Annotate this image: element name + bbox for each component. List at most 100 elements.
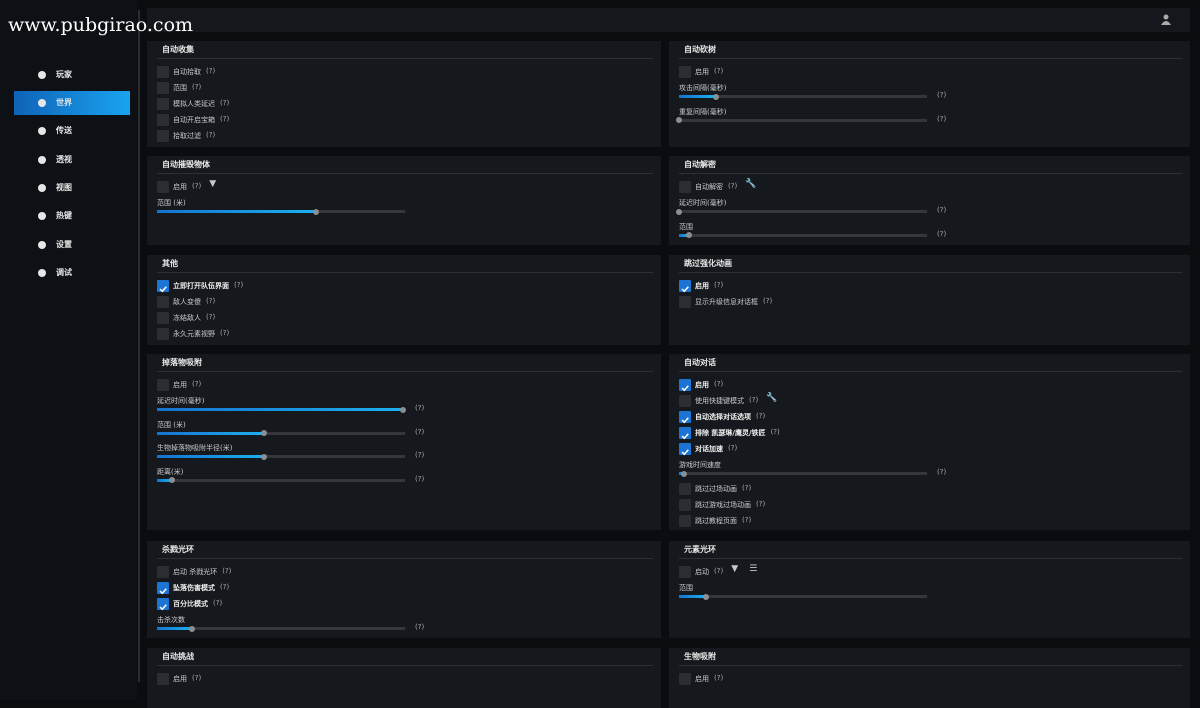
- nav-item[interactable]: 玩家: [14, 63, 130, 87]
- slider-track[interactable]: [676, 117, 927, 123]
- checkbox[interactable]: [157, 181, 169, 193]
- checkbox[interactable]: [679, 498, 691, 511]
- checkbox[interactable]: [679, 411, 691, 424]
- list-icon[interactable]: ☰: [749, 564, 758, 574]
- separator: [157, 58, 653, 59]
- user-icon[interactable]: [1161, 14, 1171, 25]
- checkbox[interactable]: [679, 566, 691, 578]
- checkbox-label: 排除 凯瑟琳/鹰灵/铁匠: [695, 429, 766, 437]
- help-icon: (?): [742, 515, 752, 524]
- check-mark: [159, 588, 167, 595]
- slider-track[interactable]: [679, 232, 927, 238]
- help-icon: (?): [206, 297, 216, 305]
- separator: [157, 272, 653, 273]
- checkbox[interactable]: [157, 296, 169, 308]
- panel: 跳过强化动画 启用 (?) 显示升级信息对话框 (?): [669, 255, 1190, 345]
- checkbox[interactable]: [679, 482, 691, 495]
- help-icon: (?): [415, 427, 425, 436]
- checkbox[interactable]: [157, 598, 169, 611]
- panel-title: 跳过强化动画: [684, 259, 732, 268]
- wrench-icon[interactable]: 🔧: [745, 179, 757, 189]
- checkbox-label: 启用: [173, 675, 187, 683]
- help-icon: (?): [714, 567, 724, 575]
- slider-label: 游戏时间速度: [679, 461, 721, 469]
- slider-track[interactable]: [157, 453, 405, 460]
- checkbox-label: 范围: [173, 84, 187, 92]
- nav-item[interactable]: 传送: [14, 119, 130, 143]
- checkbox-label: 坠落伤害模式: [173, 584, 215, 592]
- checkbox[interactable]: [679, 427, 691, 440]
- checkbox[interactable]: [679, 514, 691, 527]
- checkbox-label: 模拟人类延迟: [173, 100, 215, 108]
- checkbox-label: 百分比模式: [173, 600, 208, 608]
- filter-icon[interactable]: ▼: [209, 179, 217, 189]
- nav-item[interactable]: 调试: [14, 261, 130, 285]
- help-icon: (?): [192, 380, 202, 388]
- checkbox-label: 敌人变傻: [173, 298, 201, 306]
- checkbox[interactable]: [157, 379, 169, 391]
- slider-knob: [260, 453, 267, 460]
- slider-track[interactable]: [676, 208, 927, 215]
- panel: 杀戮光环 启动 杀戮光环 (?) 坠落伤害模式 (?) 百分比模式 (?) 击杀次数 (?): [147, 541, 661, 638]
- slider-knob: [260, 430, 267, 436]
- checkbox-label: 使用快捷键模式: [695, 397, 744, 405]
- checkbox[interactable]: [679, 395, 691, 407]
- checkbox[interactable]: [157, 312, 169, 324]
- help-icon: (?): [192, 182, 202, 190]
- nav-icon: [38, 127, 46, 135]
- nav-label: 热键: [56, 211, 72, 220]
- checkbox[interactable]: [157, 98, 169, 110]
- help-icon: (?): [415, 451, 425, 459]
- checkbox[interactable]: [679, 379, 691, 392]
- help-icon: (?): [937, 468, 947, 476]
- help-icon: (?): [206, 67, 216, 75]
- help-icon: (?): [192, 83, 202, 91]
- check-mark: [681, 449, 689, 456]
- filter-icon[interactable]: ▼: [731, 564, 739, 574]
- checkbox[interactable]: [679, 443, 691, 456]
- help-icon: (?): [415, 623, 425, 631]
- checkbox[interactable]: [157, 66, 169, 78]
- slider-track[interactable]: [157, 477, 405, 483]
- nav-icon: [38, 241, 46, 249]
- slider-knob: [399, 406, 406, 413]
- nav-item[interactable]: 世界: [14, 91, 130, 115]
- nav-item[interactable]: 透视: [14, 148, 130, 172]
- checkbox-label: 启动: [695, 568, 709, 576]
- checkbox-label: 对话加速: [695, 445, 723, 453]
- checkbox-label: 显示升级信息对话框: [695, 298, 758, 306]
- slider-track[interactable]: [679, 593, 927, 600]
- checkbox[interactable]: [157, 130, 169, 142]
- checkbox[interactable]: [157, 582, 169, 595]
- checkbox[interactable]: [679, 296, 691, 308]
- slider-track[interactable]: [157, 430, 405, 436]
- checkbox[interactable]: [157, 114, 169, 126]
- check-mark: [159, 286, 167, 293]
- separator: [157, 665, 653, 666]
- slider-track[interactable]: [157, 208, 405, 215]
- wrench-icon[interactable]: 🔧: [766, 393, 778, 403]
- checkbox[interactable]: [679, 673, 691, 685]
- panel: 自动砍树 启用 (?) 攻击间隔(毫秒) (?) 重复间隔(毫秒) (?): [669, 41, 1190, 147]
- slider-track[interactable]: [679, 470, 927, 477]
- help-icon: (?): [415, 404, 425, 412]
- checkbox[interactable]: [679, 181, 691, 193]
- slider-fill: [679, 233, 689, 237]
- slider-track[interactable]: [157, 625, 405, 632]
- checkbox[interactable]: [679, 280, 691, 293]
- nav-item[interactable]: 视图: [14, 176, 130, 200]
- check-mark: [681, 417, 689, 424]
- nav-item[interactable]: 热键: [14, 204, 130, 228]
- checkbox-label: 启用: [695, 282, 709, 290]
- help-icon: (?): [220, 329, 230, 337]
- checkbox[interactable]: [157, 566, 169, 578]
- checkbox[interactable]: [157, 82, 169, 94]
- slider-track[interactable]: [157, 406, 406, 413]
- checkbox[interactable]: [157, 280, 169, 293]
- slider-track[interactable]: [679, 93, 927, 100]
- checkbox[interactable]: [679, 66, 691, 78]
- checkbox[interactable]: [157, 673, 169, 685]
- checkbox[interactable]: [157, 328, 169, 340]
- slider-label: 延迟时间(毫秒): [157, 397, 205, 405]
- nav-item[interactable]: 设置: [14, 233, 130, 257]
